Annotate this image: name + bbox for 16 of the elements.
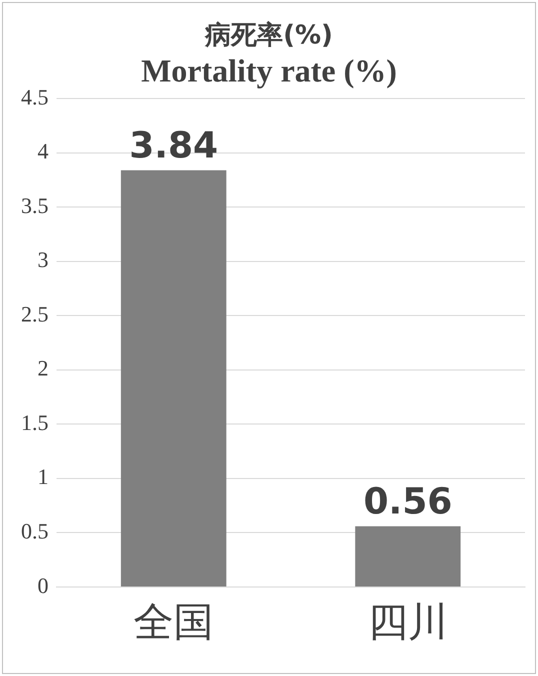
x-tick-label: 全国 bbox=[134, 599, 214, 646]
y-tick-label: 2 bbox=[38, 356, 48, 381]
y-tick-label: 3 bbox=[38, 247, 48, 272]
y-tick-label: 0 bbox=[38, 572, 48, 598]
data-label: 3.84 bbox=[129, 126, 218, 167]
y-tick-label: 0.5 bbox=[21, 518, 48, 544]
chart-subtitle: Mortality rate (%) bbox=[141, 52, 397, 89]
y-tick-label: 4.5 bbox=[21, 84, 48, 110]
data-label: 0.56 bbox=[363, 482, 452, 523]
chart-title: 病死率(%) bbox=[204, 20, 333, 50]
y-tick-label: 1.5 bbox=[21, 410, 48, 435]
y-tick-label: 4 bbox=[38, 138, 48, 164]
y-tick-label: 3.5 bbox=[21, 192, 48, 218]
y-tick-label: 1 bbox=[38, 464, 48, 490]
y-tick-label: 2.5 bbox=[21, 301, 48, 326]
x-tick-label: 四川 bbox=[368, 599, 448, 646]
